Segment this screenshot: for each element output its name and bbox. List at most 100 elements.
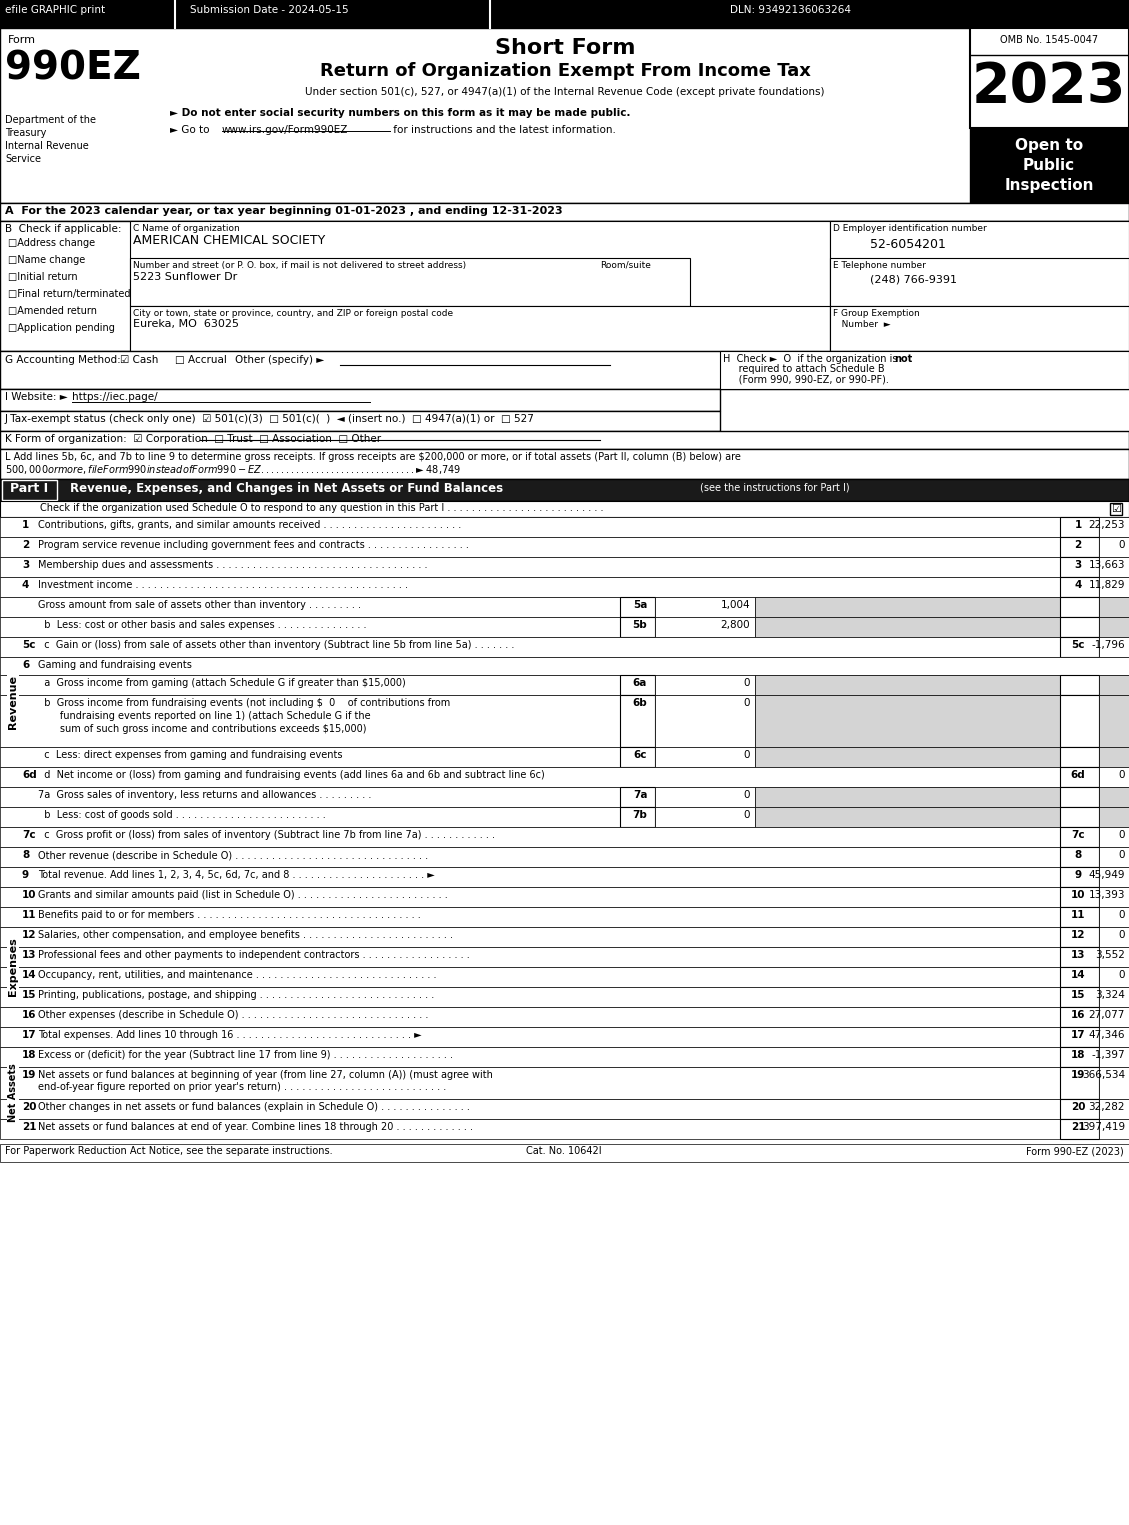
Bar (755, 807, 1060, 827)
Bar (1099, 1026, 1129, 1048)
Text: 4: 4 (1075, 580, 1082, 590)
Bar (1060, 576, 1099, 596)
Text: 15: 15 (1070, 990, 1085, 1000)
Bar (1110, 503, 1122, 515)
Text: 5223 Sunflower Dr: 5223 Sunflower Dr (133, 271, 237, 282)
Text: 1,004: 1,004 (720, 599, 750, 610)
Text: 12: 12 (1070, 930, 1085, 939)
Bar (1060, 1006, 1099, 1026)
Text: G Accounting Method:: G Accounting Method: (5, 355, 121, 364)
Text: Form: Form (8, 35, 36, 46)
Bar (0, 657, 1129, 676)
Bar (0, 596, 620, 618)
Bar (0, 351, 1129, 389)
Bar (1099, 846, 1129, 868)
Text: a  Gross income from gaming (attach Schedule G if greater than $15,000): a Gross income from gaming (attach Sched… (38, 679, 405, 688)
Text: 0: 0 (744, 698, 750, 708)
Bar (0, 637, 1060, 657)
Text: 4: 4 (21, 580, 29, 590)
Bar (0, 1006, 1060, 1026)
Text: 13: 13 (21, 950, 36, 961)
Bar (2, 480, 56, 500)
Bar (755, 787, 1060, 807)
Bar (1099, 637, 1129, 657)
Bar (1060, 888, 1099, 907)
Bar (0, 695, 620, 747)
Bar (1060, 947, 1099, 967)
Text: Total expenses. Add lines 10 through 16 . . . . . . . . . . . . . . . . . . . . : Total expenses. Add lines 10 through 16 … (38, 1029, 421, 1040)
Text: c  Gross profit or (loss) from sales of inventory (Subtract line 7b from line 7a: c Gross profit or (loss) from sales of i… (38, 830, 495, 840)
Bar (1099, 596, 1129, 618)
Text: 0: 0 (744, 810, 750, 820)
Text: OMB No. 1545-0047: OMB No. 1545-0047 (1000, 35, 1099, 46)
Bar (830, 258, 1129, 307)
Bar (1060, 695, 1099, 747)
Text: 14: 14 (1070, 970, 1085, 981)
Text: 10: 10 (1070, 891, 1085, 900)
Bar (1060, 676, 1099, 695)
Bar (1060, 967, 1099, 987)
Bar (0, 947, 1060, 967)
Bar (1099, 868, 1129, 888)
Text: City or town, state or province, country, and ZIP or foreign postal code: City or town, state or province, country… (133, 310, 453, 319)
Text: Salaries, other compensation, and employee benefits . . . . . . . . . . . . . . : Salaries, other compensation, and employ… (38, 930, 453, 939)
Bar (0, 767, 1060, 787)
Text: Revenue, Expenses, and Changes in Net Assets or Fund Balances: Revenue, Expenses, and Changes in Net As… (70, 482, 504, 496)
Bar (0, 618, 620, 637)
Text: 0: 0 (1119, 830, 1124, 840)
Text: Treasury: Treasury (5, 128, 46, 137)
Text: Part I: Part I (10, 482, 49, 496)
Text: 0: 0 (1119, 849, 1124, 860)
Text: Number  ►: Number ► (833, 320, 891, 329)
Bar (1099, 787, 1129, 807)
Bar (1060, 846, 1099, 868)
Bar (1060, 537, 1099, 557)
Text: 21: 21 (1070, 1122, 1085, 1132)
Text: $500,000 or more, file Form 990 instead of Form 990-EZ . . . . . . . . . . . . .: $500,000 or more, file Form 990 instead … (5, 464, 461, 476)
Text: For Paperwork Reduction Act Notice, see the separate instructions.: For Paperwork Reduction Act Notice, see … (5, 1145, 333, 1156)
Text: 0: 0 (744, 679, 750, 688)
Text: Occupancy, rent, utilities, and maintenance . . . . . . . . . . . . . . . . . . : Occupancy, rent, utilities, and maintena… (38, 970, 437, 981)
Bar (755, 596, 1060, 618)
Bar (0, 927, 1060, 947)
Text: 13,393: 13,393 (1088, 891, 1124, 900)
Text: Gaming and fundraising events: Gaming and fundraising events (38, 660, 192, 669)
Text: L Add lines 5b, 6c, and 7b to line 9 to determine gross receipts. If gross recei: L Add lines 5b, 6c, and 7b to line 9 to … (5, 451, 741, 462)
Text: 19: 19 (21, 1071, 36, 1080)
Text: Submission Date - 2024-05-15: Submission Date - 2024-05-15 (190, 5, 349, 15)
Bar (0, 537, 1060, 557)
Text: 5b: 5b (632, 621, 647, 630)
Text: H  Check ►  O  if the organization is: H Check ► O if the organization is (723, 354, 901, 364)
Bar (0, 0, 1129, 27)
Text: Grants and similar amounts paid (list in Schedule O) . . . . . . . . . . . . . .: Grants and similar amounts paid (list in… (38, 891, 448, 900)
Text: b  Less: cost or other basis and sales expenses . . . . . . . . . . . . . . .: b Less: cost or other basis and sales ex… (38, 621, 367, 630)
Text: -1,796: -1,796 (1092, 640, 1124, 650)
Text: J Tax-exempt status (check only one)  ☑ 501(c)(3)  □ 501(c)(  )  ◄ (insert no.) : J Tax-exempt status (check only one) ☑ 5… (5, 413, 535, 424)
Text: D Employer identification number: D Employer identification number (833, 224, 987, 233)
Text: 17: 17 (1070, 1029, 1085, 1040)
Text: Expenses: Expenses (8, 938, 18, 996)
Text: 9: 9 (1075, 869, 1082, 880)
Text: Investment income . . . . . . . . . . . . . . . . . . . . . . . . . . . . . . . : Investment income . . . . . . . . . . . … (38, 580, 408, 590)
Bar (970, 128, 1129, 203)
Text: Net assets or fund balances at end of year. Combine lines 18 through 20 . . . . : Net assets or fund balances at end of ye… (38, 1122, 473, 1132)
Bar (0, 907, 1060, 927)
Text: Other expenses (describe in Schedule O) . . . . . . . . . . . . . . . . . . . . : Other expenses (describe in Schedule O) … (38, 1010, 428, 1020)
Bar (620, 596, 655, 618)
Bar (1060, 618, 1099, 637)
Text: ☑ Cash: ☑ Cash (120, 355, 158, 364)
Bar (1060, 1048, 1099, 1068)
Text: b  Less: cost of goods sold . . . . . . . . . . . . . . . . . . . . . . . . .: b Less: cost of goods sold . . . . . . .… (38, 810, 326, 820)
Text: □Application pending: □Application pending (8, 323, 115, 332)
Text: 5c: 5c (21, 640, 35, 650)
Text: Cat. No. 10642I: Cat. No. 10642I (526, 1145, 602, 1156)
Bar (0, 846, 1060, 868)
Text: 6a: 6a (633, 679, 647, 688)
Text: -1,397: -1,397 (1092, 1051, 1124, 1060)
Text: Short Form: Short Form (495, 38, 636, 58)
Text: □ Accrual: □ Accrual (175, 355, 227, 364)
Bar (1060, 987, 1099, 1007)
Bar (0, 807, 620, 827)
Text: 18: 18 (21, 1051, 36, 1060)
Text: 2,800: 2,800 (720, 621, 750, 630)
